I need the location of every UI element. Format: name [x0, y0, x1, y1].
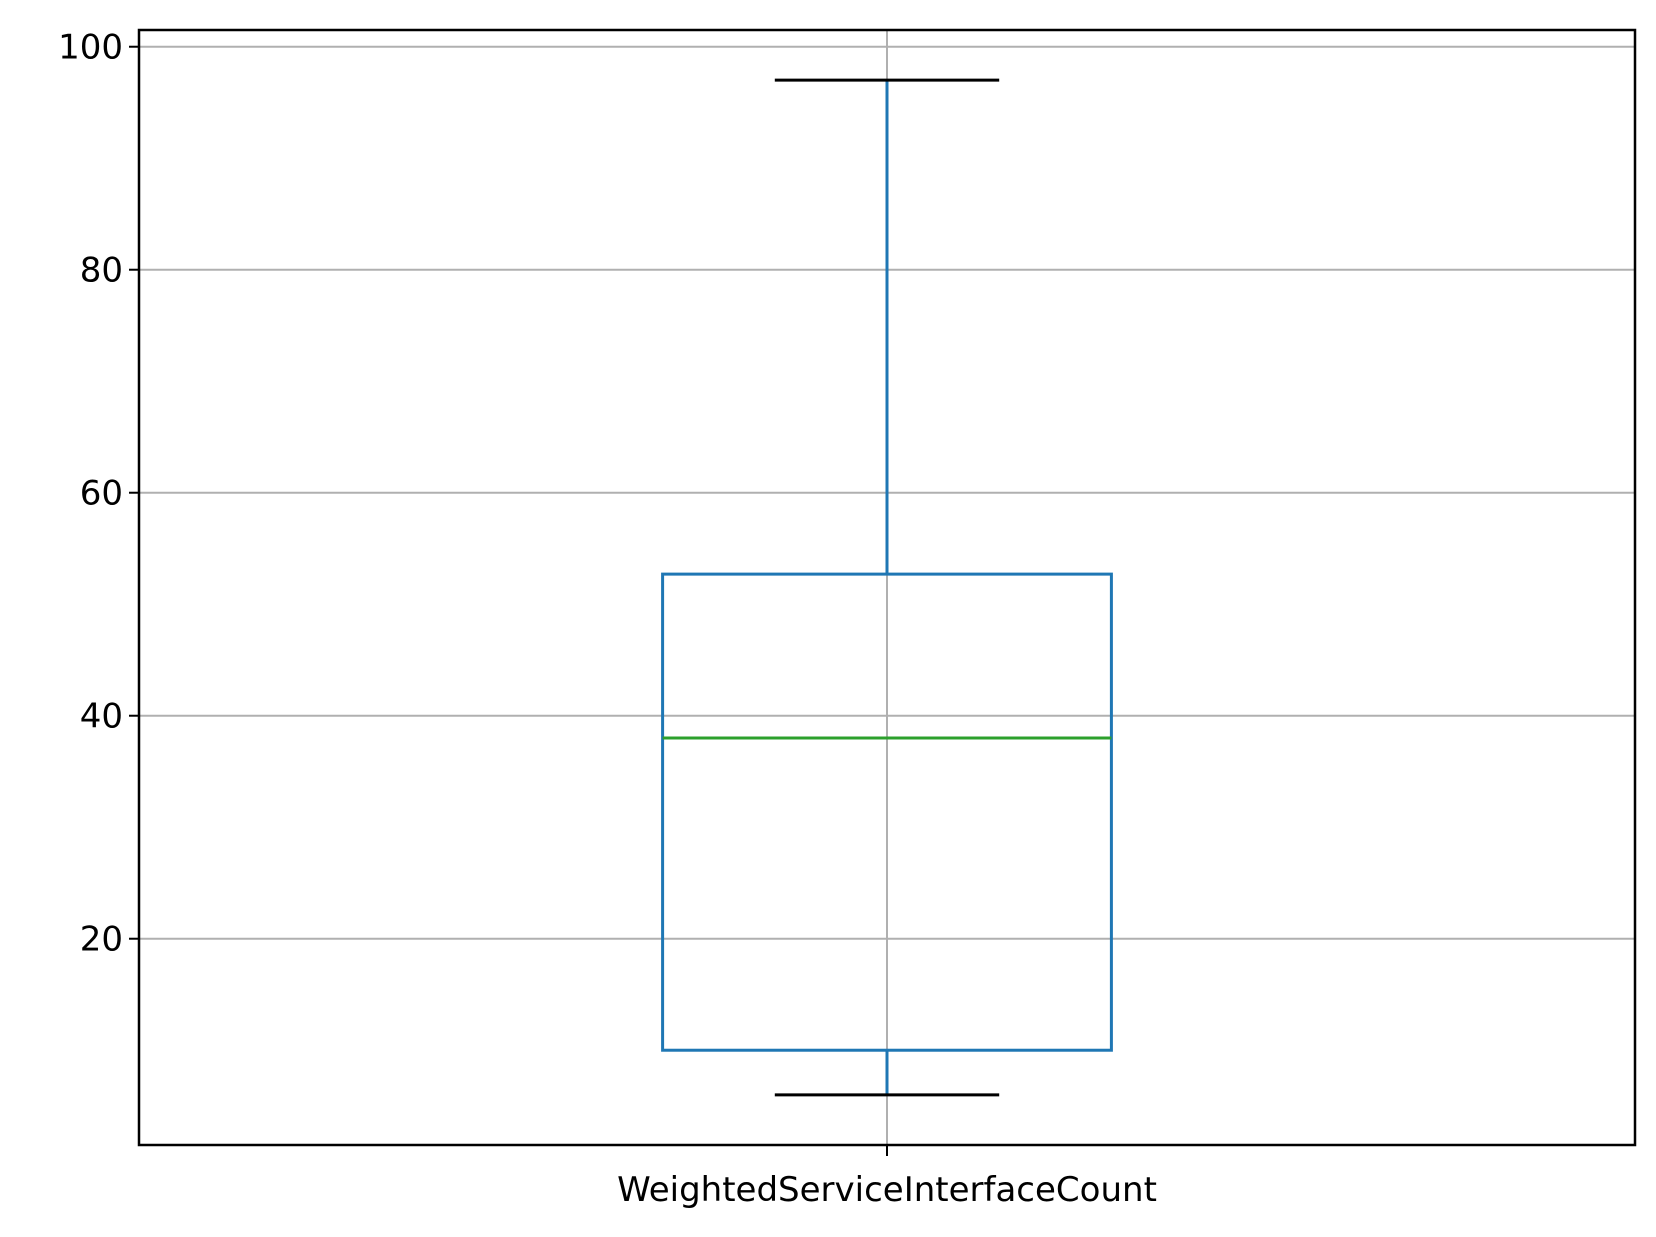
y-tick-label: 20 [80, 920, 123, 960]
y-tick-label: 100 [58, 28, 123, 68]
y-tick-label: 60 [80, 474, 123, 514]
y-tick-label: 40 [80, 697, 123, 737]
x-tick-label: WeightedServiceInterfaceCount [617, 1170, 1157, 1210]
iqr-box [661, 572, 1113, 1052]
box-plot-series [661, 78, 1113, 1097]
y-tick-label: 80 [80, 251, 123, 291]
axis-ticks: 20 40 60 80 100 WeightedServiceInterfaceCount [58, 28, 1157, 1210]
